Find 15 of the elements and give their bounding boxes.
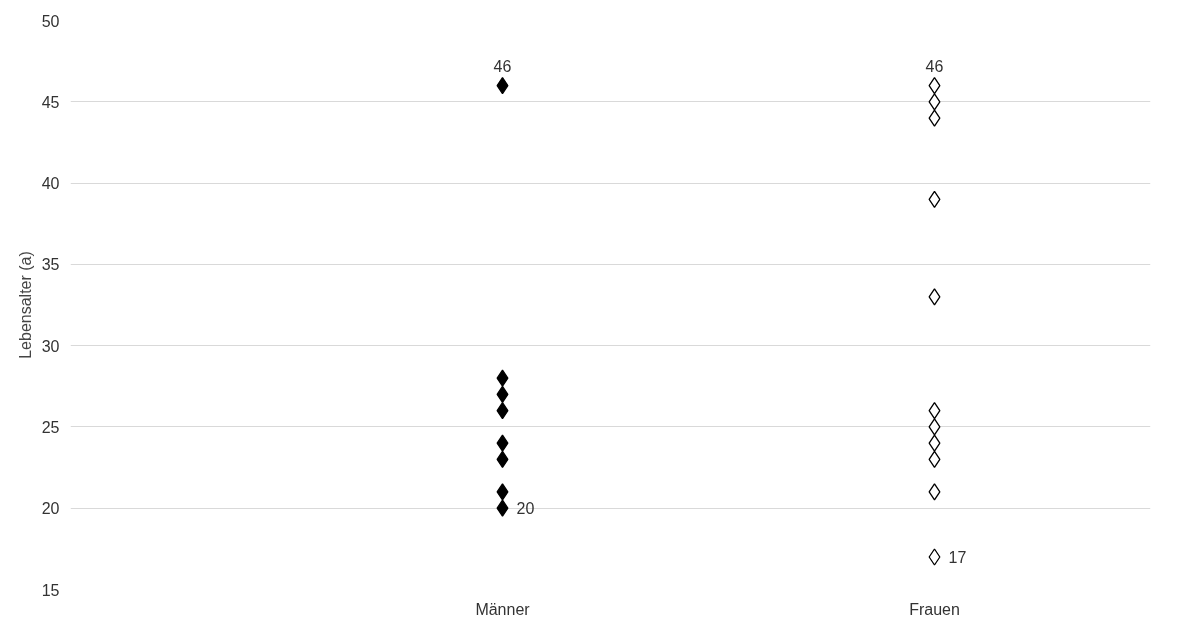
y-axis-title: Lebensalter (a) xyxy=(16,251,34,359)
y-tick-label: 35 xyxy=(41,256,60,274)
y-tick-label: 25 xyxy=(41,418,60,436)
x-tick-label: Frauen xyxy=(909,600,960,618)
data-label: 17 xyxy=(948,548,967,566)
x-tick-label: Männer xyxy=(475,600,531,618)
data-label: 20 xyxy=(516,500,535,518)
y-tick-label: 20 xyxy=(41,500,60,518)
data-label: 46 xyxy=(925,57,944,75)
y-tick-label: 50 xyxy=(41,12,60,30)
y-tick-label: 30 xyxy=(41,337,60,355)
y-tick-label: 45 xyxy=(41,93,60,111)
data-label: 46 xyxy=(493,57,512,75)
y-tick-label: 40 xyxy=(41,175,60,193)
y-tick-label: 15 xyxy=(41,581,60,599)
